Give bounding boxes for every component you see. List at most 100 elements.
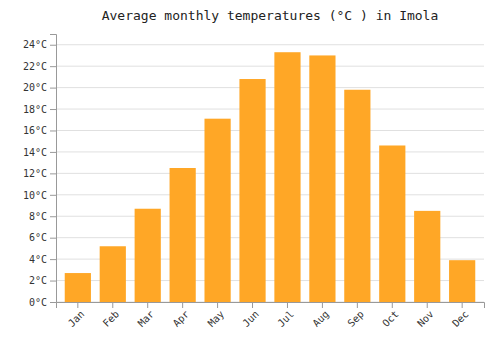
bar bbox=[449, 260, 475, 302]
y-tick-mark bbox=[50, 238, 56, 239]
y-tick-label: 2°C bbox=[29, 275, 47, 286]
y-tick: 16°C bbox=[23, 125, 56, 136]
x-tick: Mar bbox=[136, 302, 157, 329]
x-tick: May bbox=[206, 302, 227, 329]
grid-line bbox=[56, 194, 484, 195]
bar bbox=[344, 90, 370, 302]
bar bbox=[135, 209, 161, 302]
bar bbox=[414, 211, 440, 302]
bar bbox=[309, 55, 335, 302]
plot: 0°C 2°C 4°C 6°C 8°C 10°C 12°C 14°C 16°C 18°C 20°C 2… bbox=[23, 35, 485, 329]
y-tick-mark bbox=[50, 216, 56, 217]
y-tick: 2°C bbox=[29, 275, 56, 286]
x-tick: Sep bbox=[345, 302, 366, 329]
y-tick-mark bbox=[50, 195, 56, 196]
y-tick: 8°C bbox=[29, 211, 56, 222]
grid-line bbox=[56, 130, 484, 131]
x-tick-mark bbox=[392, 302, 393, 308]
x-tick-mark bbox=[217, 302, 218, 308]
y-tick-mark bbox=[50, 88, 56, 89]
y-tick: 18°C bbox=[23, 104, 56, 115]
y-tick: 22°C bbox=[23, 61, 56, 72]
bar bbox=[274, 52, 300, 302]
y-tick-mark bbox=[50, 259, 56, 260]
x-axis-line bbox=[57, 303, 485, 309]
x-tick: Oct bbox=[380, 302, 401, 329]
y-tick: 12°C bbox=[23, 168, 56, 179]
x-tick: Dec bbox=[450, 302, 471, 329]
x-axis: Jan Feb Mar Apr May Jun Jul Aug Sep Oct Nov Dec bbox=[57, 302, 485, 329]
y-tick-label: 16°C bbox=[23, 125, 47, 136]
y-tick-label: 10°C bbox=[23, 190, 47, 201]
title: Average monthly temperatures (°C ) in Im… bbox=[102, 8, 439, 23]
x-tick-label: Oct bbox=[380, 308, 401, 329]
x-tick: Jan bbox=[66, 302, 87, 329]
y-tick: 24°C bbox=[23, 39, 56, 50]
x-tick-label: Nov bbox=[415, 308, 436, 329]
x-tick: Feb bbox=[101, 302, 122, 329]
y-tick-mark bbox=[50, 281, 56, 282]
y-tick-label: 18°C bbox=[23, 104, 47, 115]
x-tick-label: Aug bbox=[310, 308, 331, 329]
x-tick-label: Sep bbox=[345, 308, 366, 329]
y-tick-label: 8°C bbox=[29, 211, 47, 222]
x-tick-mark bbox=[147, 302, 148, 308]
y-axis: 0°C 2°C 4°C 6°C 8°C 10°C 12°C 14°C 16°C 18°C 20°C 2… bbox=[23, 35, 57, 308]
x-tick: Aug bbox=[310, 302, 331, 329]
bar bbox=[170, 168, 196, 302]
y-tick-label: 0°C bbox=[29, 297, 47, 308]
y-tick: 14°C bbox=[23, 147, 56, 158]
x-tick-label: Feb bbox=[101, 308, 122, 329]
y-tick: 6°C bbox=[29, 232, 56, 243]
x-tick: Jul bbox=[275, 302, 296, 329]
x-tick-label: Mar bbox=[136, 308, 157, 329]
y-tick-label: 6°C bbox=[29, 232, 47, 243]
x-tick: Jun bbox=[240, 302, 261, 329]
y-tick-mark bbox=[50, 109, 56, 110]
x-tick-mark bbox=[322, 302, 323, 308]
y-tick-label: 12°C bbox=[23, 168, 47, 179]
bars bbox=[65, 52, 476, 302]
bar bbox=[65, 273, 91, 302]
bar bbox=[204, 119, 230, 302]
x-tick-label: Jun bbox=[240, 308, 261, 329]
y-tick-label: 14°C bbox=[23, 147, 47, 158]
grid bbox=[56, 45, 484, 302]
grid-line bbox=[56, 151, 484, 152]
bar bbox=[239, 79, 265, 302]
grid-line bbox=[56, 87, 484, 88]
x-tick-label: Dec bbox=[450, 308, 471, 329]
grid-line bbox=[56, 66, 484, 67]
y-tick: 20°C bbox=[23, 82, 56, 93]
x-tick-label: May bbox=[206, 308, 227, 329]
x-tick: Apr bbox=[171, 302, 192, 329]
y-tick: 0°C bbox=[29, 297, 56, 308]
x-tick-mark bbox=[427, 302, 428, 308]
bar bbox=[100, 246, 126, 302]
grid-line bbox=[56, 109, 484, 110]
y-tick-label: 22°C bbox=[23, 61, 47, 72]
x-tick-mark bbox=[462, 302, 463, 308]
x-tick-mark bbox=[77, 302, 78, 308]
x-tick-mark bbox=[182, 302, 183, 308]
x-tick-mark bbox=[287, 302, 288, 308]
y-tick-mark bbox=[50, 173, 56, 174]
y-tick: 4°C bbox=[29, 254, 56, 265]
x-tick: Nov bbox=[415, 302, 436, 329]
x-tick-mark bbox=[252, 302, 253, 308]
y-tick-label: 24°C bbox=[23, 39, 47, 50]
y-tick-mark bbox=[50, 45, 56, 46]
x-tick-mark bbox=[112, 302, 113, 308]
y-tick-label: 4°C bbox=[29, 254, 47, 265]
x-tick-mark bbox=[357, 302, 358, 308]
y-axis-line bbox=[50, 35, 57, 303]
y-tick-label: 20°C bbox=[23, 82, 47, 93]
x-tick-label: Jul bbox=[275, 308, 296, 329]
bar bbox=[379, 145, 405, 302]
grid-line bbox=[56, 44, 484, 45]
chart: 0°C 2°C 4°C 6°C 8°C 10°C 12°C 14°C 16°C 18°C 20°C 2… bbox=[0, 0, 500, 350]
y-tick-mark bbox=[50, 130, 56, 131]
grid-line bbox=[56, 173, 484, 174]
x-tick-label: Jan bbox=[66, 308, 87, 329]
y-tick-mark bbox=[50, 152, 56, 153]
